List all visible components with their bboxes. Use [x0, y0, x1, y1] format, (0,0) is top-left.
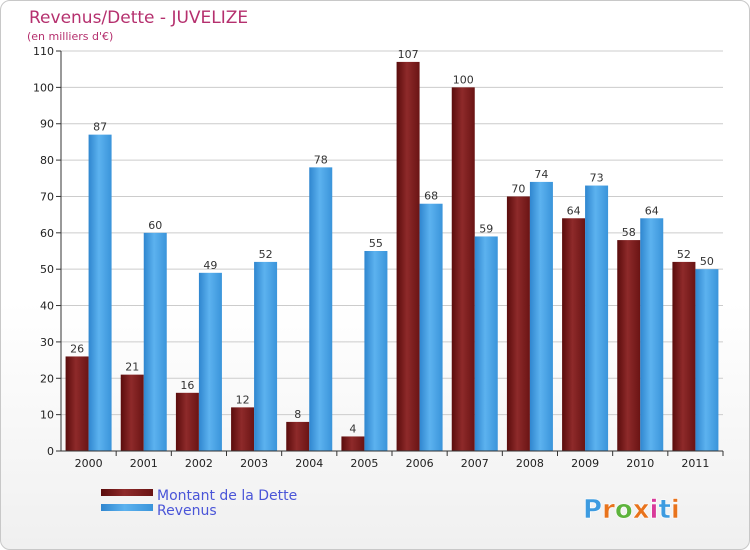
bar-dette [396, 61, 420, 452]
y-tick-label: 50 [40, 263, 54, 276]
value-label-revenus: 78 [314, 153, 328, 166]
value-label-dette: 64 [567, 204, 581, 217]
logo-letter: r [602, 495, 615, 525]
value-label-revenus: 74 [534, 168, 548, 181]
x-tick-label: 2011 [681, 457, 709, 470]
y-tick-label: 30 [40, 336, 54, 349]
bar-dette [341, 436, 365, 451]
y-tick-label: 40 [40, 300, 54, 313]
bar-dette [231, 407, 255, 451]
y-tick-label: 0 [47, 445, 54, 458]
logo-letter: x [633, 495, 650, 525]
bar-revenus [364, 251, 388, 451]
value-label-revenus: 50 [700, 255, 714, 268]
legend-label-debt: Montant de la Dette [157, 488, 297, 504]
y-tick-label: 10 [40, 409, 54, 422]
x-tick-label: 2001 [130, 457, 158, 470]
bar-revenus [198, 272, 222, 451]
bar-revenus [254, 261, 278, 451]
value-label-revenus: 59 [479, 222, 493, 235]
value-label-revenus: 60 [148, 219, 162, 232]
value-label-revenus: 87 [93, 121, 107, 134]
logo-letter: t [658, 495, 670, 525]
value-label-dette: 26 [70, 342, 84, 355]
y-tick-label: 80 [40, 154, 54, 167]
value-label-dette: 107 [398, 48, 419, 61]
bar-dette [506, 196, 530, 451]
x-tick-label: 2010 [626, 457, 654, 470]
x-tick-label: 2007 [461, 457, 489, 470]
legend-swatch-revenus [101, 504, 153, 511]
value-label-dette: 58 [622, 226, 636, 239]
bar-revenus [529, 181, 553, 451]
x-tick-label: 2003 [240, 457, 268, 470]
chart-subtitle: (en milliers d'€) [27, 30, 113, 43]
y-tick-label: 110 [33, 45, 54, 58]
bar-dette [175, 392, 199, 451]
logo-letter: i [671, 495, 680, 525]
gridlines [61, 50, 723, 416]
bar-dette [672, 261, 696, 451]
value-label-dette: 100 [453, 73, 474, 86]
value-label-revenus: 73 [590, 172, 604, 185]
x-tick-label: 2002 [185, 457, 213, 470]
bar-dette [286, 421, 310, 451]
y-tick-label: 90 [40, 118, 54, 131]
bar-dette [451, 87, 475, 451]
y-tick-label: 20 [40, 372, 54, 385]
x-tick-label: 2005 [350, 457, 378, 470]
bar-revenus [474, 236, 498, 451]
value-label-dette: 21 [125, 361, 139, 374]
logo-letter: P [583, 495, 602, 525]
x-tick-label: 2000 [75, 457, 103, 470]
value-label-dette: 16 [180, 379, 194, 392]
value-label-dette: 8 [294, 408, 301, 421]
x-tick-label: 2004 [295, 457, 323, 470]
bar-revenus [88, 134, 112, 452]
value-label-dette: 52 [677, 248, 691, 261]
bar-dette [617, 240, 641, 451]
logo-letter: i [650, 495, 659, 525]
legend: Montant de la Dette Revenus [101, 488, 297, 519]
x-tick-label: 2008 [516, 457, 544, 470]
bar-revenus [695, 269, 719, 451]
y-tick-label: 70 [40, 190, 54, 203]
bar-revenus [640, 218, 664, 451]
y-tick-label: 60 [40, 227, 54, 240]
value-label-dette: 12 [236, 393, 250, 406]
bar-revenus [309, 167, 333, 451]
value-label-dette: 4 [349, 422, 356, 435]
bar-revenus [419, 203, 443, 451]
legend-label-revenus: Revenus [157, 503, 217, 519]
bar-dette [65, 356, 89, 451]
logo-letter: o [615, 495, 633, 525]
value-label-revenus: 55 [369, 237, 383, 250]
x-tick-label: 2006 [406, 457, 434, 470]
proxiti-logo: Proxiti [583, 495, 680, 525]
value-label-dette: 70 [511, 182, 525, 195]
value-label-revenus: 49 [203, 259, 217, 272]
bar-revenus [143, 232, 167, 451]
bar-dette [120, 374, 144, 451]
bar-revenus [585, 185, 609, 451]
x-tick-label: 2009 [571, 457, 599, 470]
value-label-revenus: 64 [645, 204, 659, 217]
value-label-revenus: 68 [424, 190, 438, 203]
y-tick-label: 100 [33, 81, 54, 94]
axes: 0 10 20 30 40 50 60 70 80 90 100 110 2000 2001 2002 200… [33, 45, 724, 470]
bars: 26 87 21 60 16 49 12 52 8 78 4 55 107 68 100 59 70 74 64 73… [65, 48, 719, 452]
legend-swatch-debt [101, 489, 153, 496]
chart-title: Revenus/Dette - JUVELIZE [29, 8, 248, 28]
value-label-revenus: 52 [259, 248, 273, 261]
bar-dette [562, 218, 586, 451]
